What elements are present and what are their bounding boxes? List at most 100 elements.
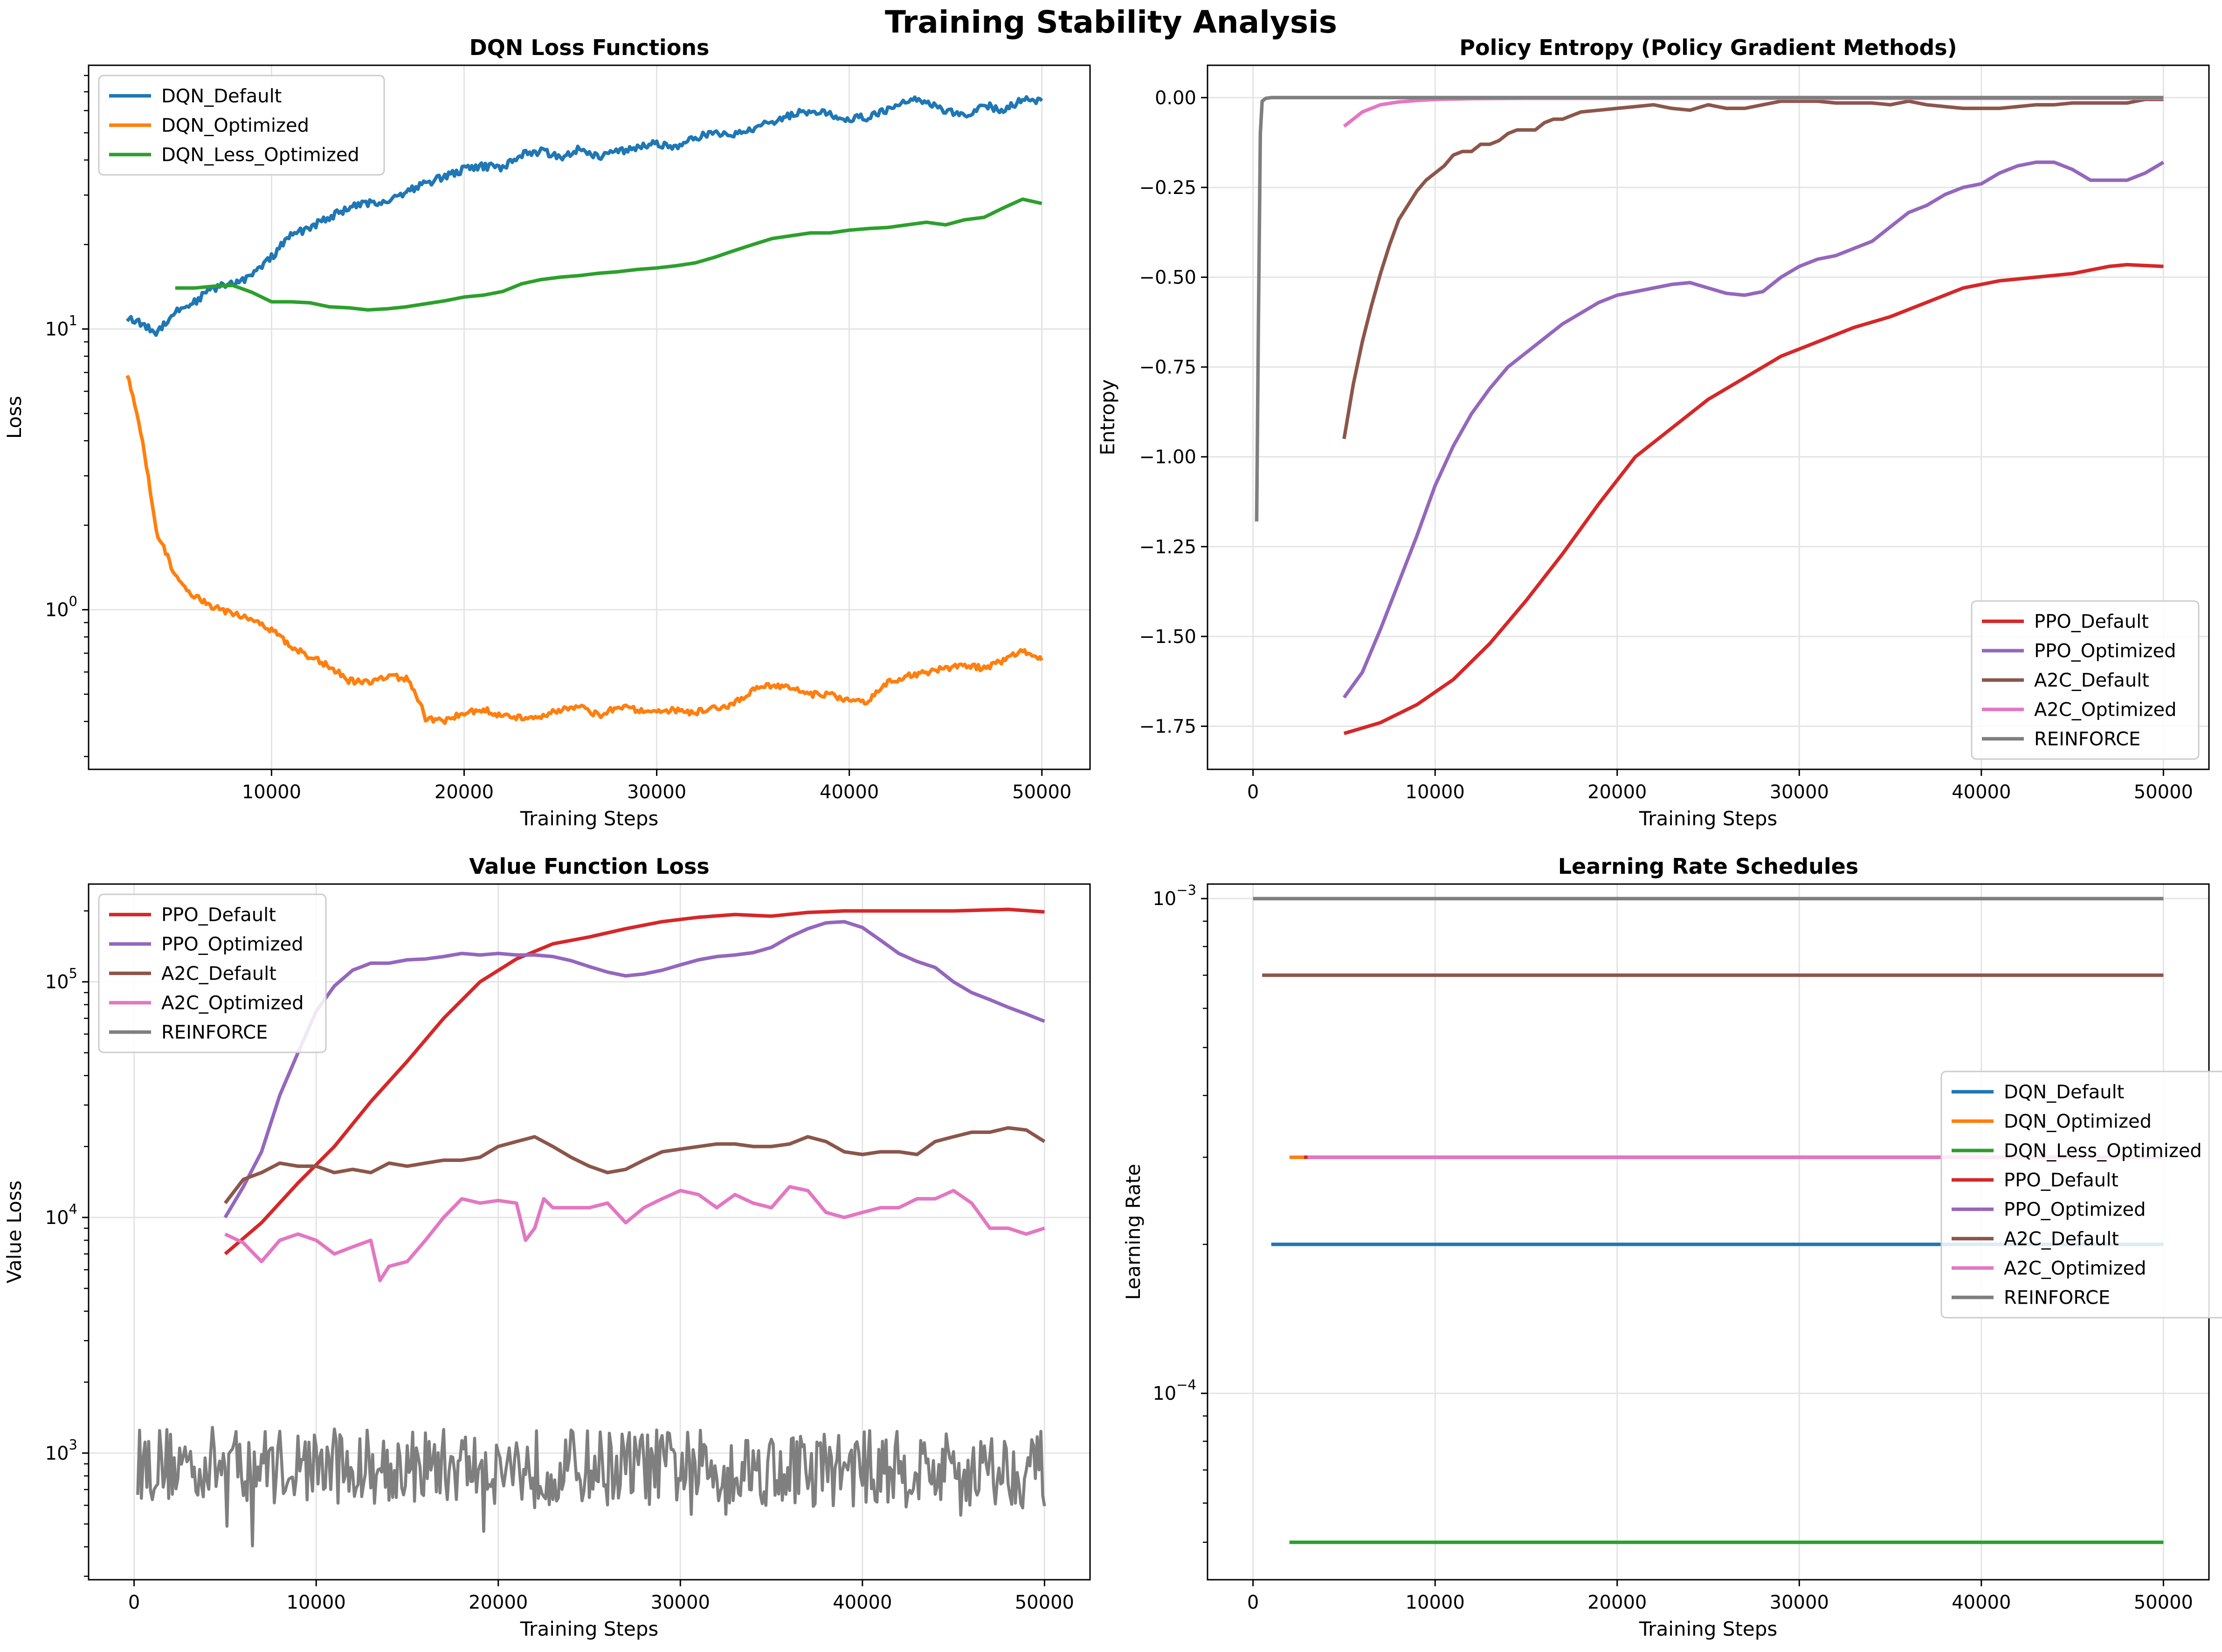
x-tick-label: 0 <box>1247 781 1259 803</box>
axes-frame <box>88 883 1091 1581</box>
legend-label: PPO_Optimized <box>2004 1199 2146 1221</box>
y-tick-exponent: 3 <box>69 1437 77 1452</box>
x-tick-label: 40000 <box>820 781 879 803</box>
y-axis-label: Entropy <box>1096 379 1119 455</box>
x-tick-label: 20000 <box>1587 1592 1647 1613</box>
series-line-A2C_Default <box>223 1126 1046 1204</box>
series-line-DQN_Less_Optimized <box>175 197 1042 312</box>
series-line-DQN_Optimized <box>125 374 1044 725</box>
x-tick-label: 50000 <box>2134 1592 2193 1613</box>
y-tick-label: 10−4 <box>1152 1377 1196 1404</box>
chart-title: Policy Entropy (Policy Gradient Methods) <box>1459 35 1957 60</box>
x-tick-label: 40000 <box>833 1592 892 1613</box>
y-tick-label: 100 <box>45 594 77 621</box>
x-axis-label: Training Steps <box>520 1617 659 1640</box>
figure-title: Training Stability Analysis <box>884 4 1338 40</box>
legend-label: A2C_Default <box>161 963 276 985</box>
x-tick-label: 40000 <box>1952 781 2011 803</box>
legend-label: PPO_Default <box>2004 1170 2118 1191</box>
x-tick-label: 10000 <box>242 781 301 803</box>
legend-label: PPO_Optimized <box>2034 641 2176 662</box>
y-tick-label: 103 <box>45 1437 77 1464</box>
y-tick-exponent: 5 <box>69 966 77 982</box>
series-line-A2C_Optimized <box>224 1185 1045 1282</box>
x-tick-label: 50000 <box>2134 781 2193 803</box>
chart-title: DQN Loss Functions <box>469 35 710 60</box>
legend-label: A2C_Default <box>2004 1229 2119 1250</box>
legend-frame <box>1971 600 2200 760</box>
x-tick-label: 40000 <box>1952 1592 2011 1613</box>
y-tick-exponent: −3 <box>1176 882 1196 898</box>
y-tick-label: 104 <box>45 1201 77 1229</box>
chart-policy_entropy: 0 10000 20000 30000 40000 50000 0.00 −0.25 −0.50… <box>1096 35 2210 830</box>
chart-title: Learning Rate Schedules <box>1558 854 1858 879</box>
legend: PPO_Default PPO_Optimized A2C_Default A2C_O… <box>98 893 327 1053</box>
series-line-A2C_Default <box>1342 97 2164 439</box>
legend-label: A2C_Optimized <box>161 993 304 1014</box>
x-tick-label: 30000 <box>1770 1592 1829 1613</box>
legend-label: REINFORCE <box>2004 1287 2110 1309</box>
legend-label: REINFORCE <box>2034 729 2140 750</box>
legend-label: DQN_Default <box>2004 1082 2124 1103</box>
y-axis-label: Loss <box>3 396 26 439</box>
legend-frame <box>98 75 385 176</box>
y-tick-label: −0.50 <box>1139 267 1196 289</box>
x-tick-label: 30000 <box>1770 781 1829 803</box>
y-axis-label: Value Loss <box>3 1181 26 1284</box>
x-tick-label: 10000 <box>1406 781 1465 803</box>
chart-dqn_loss: 10000 20000 30000 40000 50000 100 101 DQN Loss … <box>3 35 1091 830</box>
x-tick-label: 10000 <box>1406 1592 1465 1613</box>
x-axis-label: Training Steps <box>520 807 659 830</box>
series-line-REINFORCE <box>1255 96 2164 522</box>
axes-frame <box>1207 64 2210 770</box>
legend: DQN_Default DQN_Optimized DQN_Less_Optimiz… <box>1940 1071 2222 1319</box>
x-axis-label: Training Steps <box>1639 1617 1778 1640</box>
x-tick-label: 20000 <box>469 1592 528 1613</box>
y-axis-label: Learning Rate <box>1122 1164 1145 1300</box>
x-tick-label: 30000 <box>651 1592 710 1613</box>
legend-frame <box>98 893 327 1053</box>
legend-label: DQN_Default <box>161 86 282 107</box>
legend-label: DQN_Optimized <box>161 115 309 137</box>
legend-label: DQN_Less_Optimized <box>161 145 359 166</box>
y-tick-label: −1.00 <box>1139 447 1196 468</box>
series-line-PPO_Default <box>1343 263 2164 735</box>
y-tick-label: −1.25 <box>1139 536 1196 558</box>
legend: DQN_Default DQN_Optimized DQN_Less_Optimiz… <box>98 75 385 176</box>
x-tick-label: 10000 <box>287 1592 346 1613</box>
series-line-REINFORCE <box>136 1426 1046 1548</box>
legend-frame <box>1940 1071 2222 1319</box>
y-tick-label: −0.25 <box>1139 177 1196 199</box>
y-tick-exponent: −4 <box>1176 1377 1196 1393</box>
series-line-PPO_Default <box>224 907 1045 1256</box>
chart-value_loss: 0 10000 20000 30000 40000 50000 103 104 105 Value… <box>3 854 1091 1640</box>
axes-frame <box>88 64 1091 770</box>
series-line-DQN_Default <box>125 95 1043 337</box>
series-line-PPO_Optimized <box>223 919 1045 1218</box>
y-tick-exponent: 0 <box>69 594 77 609</box>
y-tick-label: −1.75 <box>1139 716 1196 738</box>
legend-label: REINFORCE <box>161 1022 268 1044</box>
legend-label: PPO_Default <box>2034 611 2149 633</box>
y-tick-exponent: 1 <box>69 313 77 329</box>
legend-label: A2C_Default <box>2034 670 2149 691</box>
x-tick-label: 20000 <box>1587 781 1647 803</box>
legend-label: A2C_Optimized <box>2034 699 2177 721</box>
x-tick-label: 0 <box>1247 1592 1259 1613</box>
legend-label: A2C_Optimized <box>2004 1258 2146 1279</box>
legend-label: DQN_Optimized <box>2004 1111 2152 1133</box>
legend-label: PPO_Optimized <box>161 934 303 955</box>
x-tick-label: 50000 <box>1012 781 1071 803</box>
series-line-A2C_Optimized <box>1343 97 2164 128</box>
legend-label: DQN_Less_Optimized <box>2004 1141 2202 1162</box>
legend: PPO_Default PPO_Optimized A2C_Default A2C_O… <box>1971 600 2200 760</box>
y-tick-label: −1.50 <box>1139 626 1196 648</box>
chart-title: Value Function Loss <box>469 854 710 879</box>
x-tick-label: 30000 <box>627 781 686 803</box>
x-axis-label: Training Steps <box>1639 807 1778 830</box>
y-tick-label: 0.00 <box>1155 87 1196 109</box>
y-tick-label: 101 <box>45 313 77 340</box>
y-tick-exponent: 4 <box>69 1201 77 1217</box>
y-tick-label: 10−3 <box>1152 882 1196 910</box>
